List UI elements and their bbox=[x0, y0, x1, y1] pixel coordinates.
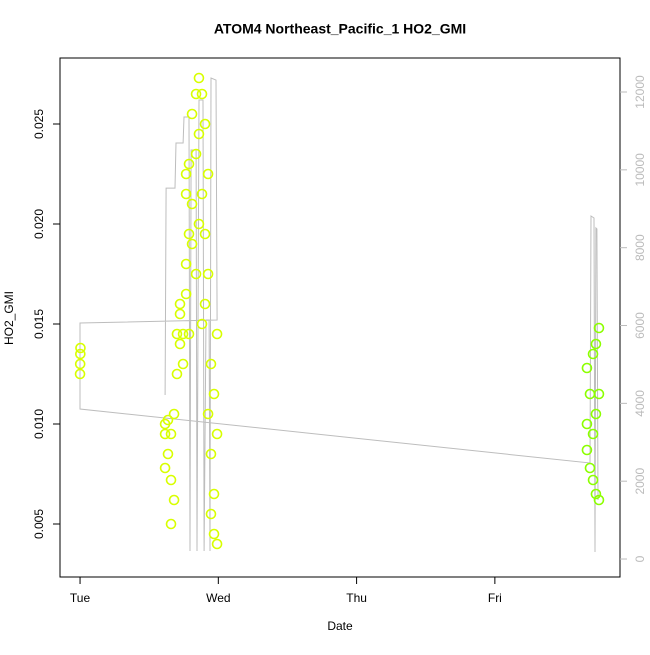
data-point bbox=[180, 168, 192, 180]
data-point bbox=[171, 328, 183, 340]
data-point bbox=[171, 368, 183, 380]
chart-title: ATOM4 Northeast_Pacific_1 HO2_GMI bbox=[214, 21, 466, 37]
data-point bbox=[196, 318, 208, 330]
data-point bbox=[190, 148, 202, 160]
data-point bbox=[168, 494, 180, 506]
y-tick-label: 0.020 bbox=[32, 209, 46, 239]
data-point bbox=[581, 418, 593, 430]
data-point bbox=[174, 308, 186, 320]
data-point bbox=[199, 118, 211, 130]
y2-tick-label: 12000 bbox=[633, 75, 647, 109]
data-point bbox=[587, 428, 599, 440]
data-point bbox=[208, 488, 220, 500]
data-point bbox=[180, 258, 192, 270]
data-point bbox=[199, 298, 211, 310]
data-point bbox=[74, 368, 86, 380]
data-point bbox=[75, 342, 86, 354]
data-point bbox=[211, 328, 223, 340]
y-axis-label: HO2_GMI bbox=[2, 291, 16, 345]
altitude-line bbox=[79, 77, 599, 553]
data-point bbox=[211, 428, 223, 440]
x-tick-label: Fri bbox=[488, 591, 502, 605]
data-point bbox=[180, 188, 192, 200]
plot-frame bbox=[59, 57, 621, 578]
y2-tick-label: 10000 bbox=[633, 153, 647, 187]
y2-tick-label: 4000 bbox=[633, 390, 647, 417]
data-point bbox=[584, 462, 596, 474]
data-point bbox=[183, 158, 195, 170]
data-point bbox=[590, 488, 602, 500]
data-point bbox=[186, 108, 198, 120]
data-point bbox=[193, 218, 205, 230]
data-point bbox=[205, 508, 217, 520]
data-point bbox=[174, 338, 186, 350]
y2-tick-label: 0 bbox=[633, 555, 647, 562]
data-point bbox=[193, 128, 205, 140]
x-tick-label: Thu bbox=[346, 591, 367, 605]
y2-tick-label: 6000 bbox=[633, 312, 647, 339]
data-point bbox=[174, 298, 186, 310]
data-point bbox=[190, 268, 202, 280]
data-point bbox=[183, 228, 195, 240]
data-point bbox=[190, 88, 202, 100]
data-point bbox=[205, 448, 217, 460]
y2-tick-label: 2000 bbox=[633, 468, 647, 495]
data-point bbox=[202, 168, 214, 180]
data-point bbox=[165, 428, 177, 440]
data-point bbox=[205, 358, 217, 370]
data-point bbox=[587, 348, 599, 360]
data-point bbox=[193, 72, 205, 84]
data-point bbox=[186, 198, 198, 210]
data-point bbox=[199, 228, 211, 240]
data-point bbox=[162, 448, 174, 460]
data-point bbox=[162, 414, 174, 426]
y-tick-label: 0.025 bbox=[32, 109, 46, 139]
data-point bbox=[593, 388, 605, 400]
x-tick-label: Wed bbox=[206, 591, 230, 605]
data-point bbox=[202, 408, 214, 420]
y-tick-label: 0.015 bbox=[32, 309, 46, 339]
y2-tick-label: 8000 bbox=[633, 234, 647, 261]
data-point bbox=[177, 328, 189, 340]
x-tick-label: Tue bbox=[70, 591, 91, 605]
data-point bbox=[587, 474, 599, 486]
data-point bbox=[75, 348, 86, 360]
data-point bbox=[196, 188, 208, 200]
data-point bbox=[593, 322, 605, 334]
data-point bbox=[74, 358, 86, 370]
data-point bbox=[183, 328, 195, 340]
data-point bbox=[211, 538, 223, 550]
data-point bbox=[168, 408, 180, 420]
data-point bbox=[165, 518, 177, 530]
data-point bbox=[177, 358, 189, 370]
data-point bbox=[208, 528, 220, 540]
data-point bbox=[186, 238, 198, 250]
y-tick-label: 0.005 bbox=[32, 509, 46, 539]
data-point bbox=[581, 362, 593, 374]
data-point bbox=[165, 474, 177, 486]
data-point bbox=[159, 428, 171, 440]
data-point bbox=[590, 338, 602, 350]
x-axis-label: Date bbox=[327, 619, 353, 633]
data-point bbox=[202, 268, 214, 280]
data-point bbox=[180, 288, 192, 300]
y-tick-label: 0.010 bbox=[32, 409, 46, 439]
data-point bbox=[593, 494, 605, 506]
data-point bbox=[590, 408, 602, 420]
data-point bbox=[196, 88, 208, 100]
data-point bbox=[159, 462, 171, 474]
data-point bbox=[581, 444, 593, 456]
data-point bbox=[208, 388, 220, 400]
